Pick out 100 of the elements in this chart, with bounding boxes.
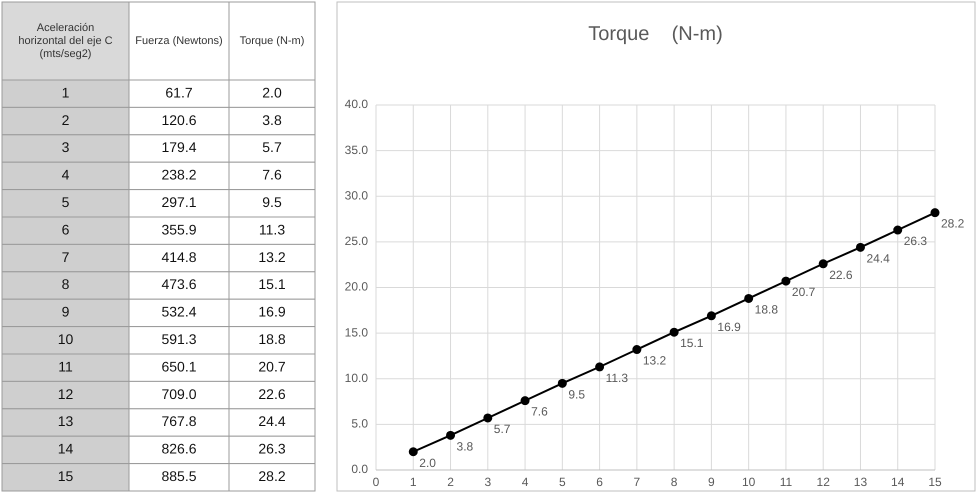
data-label: 650.1 [161, 358, 197, 374]
y-tick-label: 8 [62, 276, 70, 292]
data-label: 120.6 [161, 112, 197, 128]
data-label: 24.4 [866, 251, 890, 266]
y-axis-title: Aceleración horizontal del eje C (mts/seg2) [18, 22, 113, 60]
data-label: 355.9 [161, 221, 197, 238]
y-tick-label: 10.0 [344, 370, 368, 385]
x-tick-label: 8 [670, 475, 678, 490]
x-tick-label: Fuerza (Newtons) [135, 34, 223, 47]
data-label: 414.8 [161, 248, 197, 265]
y-tick-label: 6 [62, 221, 70, 238]
y-tick-label: 12 [58, 386, 74, 402]
y-tick-label: 3 [62, 139, 70, 156]
x-tick-label: 12 [816, 475, 830, 490]
data-label: 885.5 [161, 468, 197, 484]
point [483, 413, 492, 422]
y-tick-label: 7 [62, 248, 70, 265]
y-tick-label: 4 [62, 166, 70, 183]
data-label: 3.8 [456, 439, 474, 454]
data-label: 179.4 [161, 139, 197, 156]
data-label: 709.0 [161, 386, 197, 402]
data-label: 24.4 [258, 413, 286, 430]
data-label: 591.3 [161, 331, 197, 348]
data-label: 7.6 [262, 166, 282, 183]
data-label: 16.9 [258, 304, 286, 320]
y-tick-label: 9 [62, 304, 70, 320]
data-label: 15.1 [258, 276, 286, 292]
y-tick-label: 0.0 [351, 462, 368, 476]
x-tick-label: 1 [410, 475, 417, 490]
y-tick-label: 14 [58, 440, 74, 457]
data-label: 767.8 [161, 413, 197, 430]
data-label: 3.8 [262, 112, 282, 128]
data-label: 28.2 [258, 468, 286, 484]
point [856, 242, 865, 252]
data-label: 532.4 [161, 304, 197, 320]
x-tick-label: 5 [558, 475, 566, 490]
data-label: 26.3 [904, 234, 928, 248]
data-label: 9.5 [568, 387, 586, 402]
y-tick-label: 35.0 [344, 142, 368, 157]
point [446, 430, 456, 440]
point [893, 226, 902, 235]
data-label: 22.6 [258, 386, 286, 402]
x-tick-label: 13 [854, 475, 868, 490]
point [781, 276, 790, 286]
data-label: 13.2 [258, 248, 286, 265]
data-label: 22.6 [829, 268, 853, 282]
data-label: 5.7 [262, 139, 282, 156]
data-label: 20.7 [792, 285, 816, 300]
y-tick-label: 10 [58, 331, 74, 348]
x-tick-label: 2 [447, 475, 454, 490]
data-label: 7.6 [531, 404, 548, 419]
y-tick-label: 25.0 [344, 234, 368, 248]
data-label: 238.2 [161, 166, 197, 183]
point [818, 259, 828, 268]
point [595, 362, 604, 372]
y-tick-label: 13 [58, 413, 74, 430]
data-label: 11.3 [258, 221, 286, 238]
point [632, 345, 642, 354]
data-label: 28.2 [941, 216, 965, 231]
data-label: 26.3 [258, 440, 286, 457]
x-tick-label: 0 [372, 475, 380, 490]
point [408, 447, 418, 456]
data-label: 2.0 [262, 84, 282, 100]
y-tick-label: 1 [62, 84, 70, 100]
x-tick-label: 9 [708, 475, 716, 490]
y-tick-label: 5.0 [351, 416, 368, 431]
data-label: 473.6 [161, 276, 197, 292]
data-label: 18.8 [258, 331, 286, 348]
point [558, 378, 567, 388]
y-tick-label: 20.0 [344, 280, 368, 294]
y-tick-label: 40.0 [344, 97, 368, 112]
x-tick-label: 7 [634, 475, 641, 490]
y-tick-label: 5 [62, 194, 70, 210]
y-tick-label: 15.0 [344, 325, 368, 340]
data-label: 13.2 [642, 354, 667, 368]
data-label: 9.5 [262, 194, 282, 210]
point [744, 294, 754, 303]
data-label: 15.1 [680, 336, 704, 350]
y-tick-label: 11 [58, 358, 73, 374]
x-tick-label: 3 [484, 475, 492, 490]
point [706, 311, 716, 320]
y-tick-label: 30.0 [344, 188, 368, 202]
data-label: 20.7 [258, 358, 286, 374]
x-tick-label: 4 [522, 475, 529, 490]
point [930, 208, 940, 218]
data-label: 16.9 [717, 320, 742, 334]
point [520, 396, 530, 406]
data-label: 18.8 [754, 302, 778, 316]
y-tick-label: 2 [62, 112, 70, 128]
x-tick-label: 6 [596, 475, 604, 490]
data-label: 11.3 [606, 370, 628, 385]
data-label: 61.7 [165, 84, 193, 100]
x-tick-label: 10 [742, 475, 756, 490]
data-label: 297.1 [161, 194, 197, 210]
x-tick-label: 11 [780, 475, 792, 490]
x-tick-label: 14 [891, 475, 905, 490]
point [670, 328, 679, 337]
data-label: 826.6 [161, 440, 197, 457]
x-tick-label: 15 [928, 475, 942, 490]
data-label: 2.0 [419, 456, 436, 470]
